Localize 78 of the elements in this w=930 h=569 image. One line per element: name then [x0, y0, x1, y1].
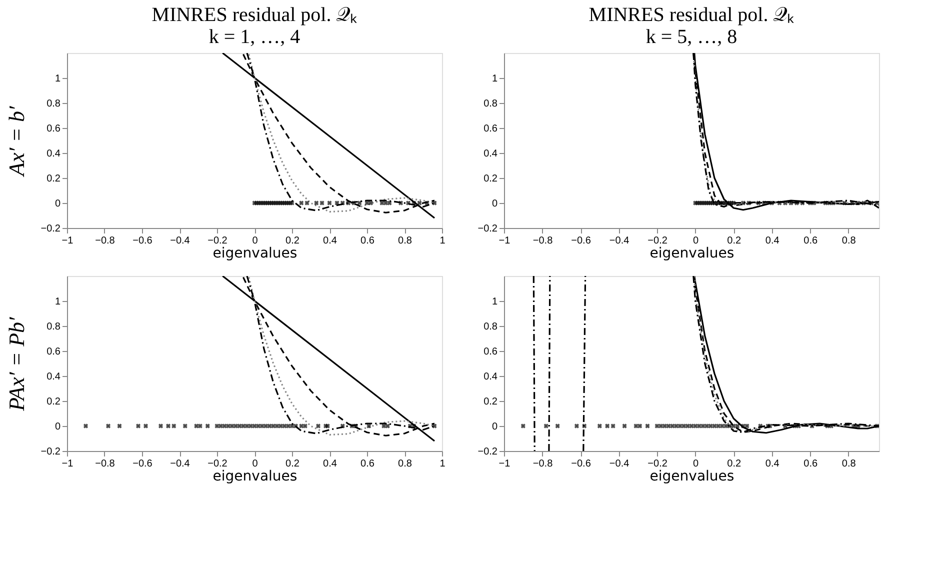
- y-tick-label: 0.8: [484, 98, 498, 110]
- x-tick-label: −0.6: [571, 458, 592, 470]
- x-tick-label: −0.4: [609, 458, 630, 470]
- x-axis-title: eigenvalues: [212, 246, 298, 262]
- y-tick-label: 0.2: [46, 174, 61, 184]
- x-tick-label: 1: [440, 236, 446, 246]
- y-tick-label: 0.4: [484, 148, 498, 160]
- x-tick-label: −0.2: [208, 458, 228, 470]
- y-tick-label: 0.8: [46, 98, 61, 110]
- x-tick-label: 0.4: [765, 458, 780, 470]
- y-axis-title: Ax′ = b′: [4, 104, 29, 178]
- x-tick-label: 0.2: [727, 458, 742, 470]
- x-tick-label: −0.4: [609, 236, 630, 246]
- x-tick-label: 0.4: [323, 458, 338, 470]
- y-tick-label: 1: [492, 74, 498, 84]
- y-tick-label: 0.8: [484, 322, 498, 332]
- y-tick-label: 0.4: [46, 372, 61, 382]
- y-tick-label: 0: [54, 198, 61, 210]
- x-tick-label: 0.8: [398, 236, 412, 246]
- x-tick-label: −0.4: [170, 458, 190, 470]
- y-tick-label: 0: [54, 422, 61, 432]
- x-tick-label: 0: [252, 458, 258, 470]
- y-tick-label: 0.2: [484, 174, 498, 184]
- y-tick-label: 0: [492, 198, 498, 210]
- y-tick-label: −0.2: [478, 224, 498, 234]
- y-tick-label: 1: [54, 296, 61, 308]
- y-tick-label: 0.6: [46, 346, 61, 358]
- x-tick-label: −0.6: [132, 236, 153, 246]
- x-tick-label: 0.8: [842, 236, 856, 246]
- x-tick-label: −1: [498, 236, 511, 246]
- x-tick-label: 0: [252, 236, 258, 246]
- y-tick-label: 1: [54, 74, 61, 84]
- y-tick-label: 0.6: [484, 346, 498, 358]
- x-tick-label: 0.4: [765, 236, 780, 246]
- chart-title: MINRES residual pol. 𝒬ₖ k = 1, …, 4: [152, 4, 358, 48]
- x-tick-label: 0: [693, 236, 700, 246]
- x-tick-label: −0.8: [532, 236, 554, 246]
- x-tick-label: −0.8: [95, 458, 116, 470]
- x-tick-label: 1: [440, 458, 446, 470]
- y-tick-label: 0: [492, 422, 498, 432]
- x-tick-label: −0.2: [648, 236, 668, 246]
- x-tick-label: −1: [498, 458, 511, 470]
- y-tick-label: −0.2: [478, 446, 498, 458]
- x-tick-label: −0.4: [170, 236, 190, 246]
- y-tick-label: 0.8: [46, 322, 61, 332]
- x-axis-title: eigenvalues: [212, 468, 298, 484]
- x-tick-label: 0: [693, 458, 700, 470]
- x-tick-label: 0.6: [804, 236, 818, 246]
- x-tick-label: −0.2: [208, 236, 228, 246]
- y-tick-label: 0.4: [46, 148, 61, 160]
- y-tick-label: 0.6: [46, 124, 61, 134]
- y-tick-label: −0.2: [40, 224, 61, 234]
- y-tick-label: 0.4: [484, 372, 498, 382]
- x-axis-title: eigenvalues: [650, 468, 734, 484]
- x-tick-label: 0.6: [360, 236, 375, 246]
- x-tick-label: 0.8: [842, 458, 856, 470]
- y-tick-label: 0.6: [484, 124, 498, 134]
- x-tick-label: −0.6: [571, 236, 592, 246]
- x-tick-label: −0.6: [132, 458, 153, 470]
- x-tick-label: 0.6: [360, 458, 375, 470]
- x-axis-title: eigenvalues: [650, 246, 734, 262]
- x-tick-label: 0.2: [286, 458, 300, 470]
- x-tick-label: 0.4: [323, 236, 338, 246]
- x-tick-label: 0.2: [286, 236, 300, 246]
- x-tick-label: −1: [62, 458, 74, 470]
- y-tick-label: 0.2: [484, 396, 498, 408]
- x-tick-label: −1: [62, 236, 74, 246]
- x-tick-label: 0.8: [398, 458, 412, 470]
- x-tick-label: −0.8: [532, 458, 554, 470]
- x-tick-label: 0.6: [804, 458, 818, 470]
- x-tick-label: −0.8: [95, 236, 116, 246]
- y-tick-label: 0.2: [46, 396, 61, 408]
- y-axis-title: PAx′ = Pb′: [4, 316, 29, 412]
- x-tick-label: −0.2: [648, 458, 668, 470]
- y-tick-label: −0.2: [40, 446, 61, 458]
- x-tick-label: 0.2: [727, 236, 742, 246]
- y-tick-label: 1: [492, 296, 498, 308]
- chart-title: MINRES residual pol. 𝒬ₖ k = 5, …, 8: [588, 4, 794, 48]
